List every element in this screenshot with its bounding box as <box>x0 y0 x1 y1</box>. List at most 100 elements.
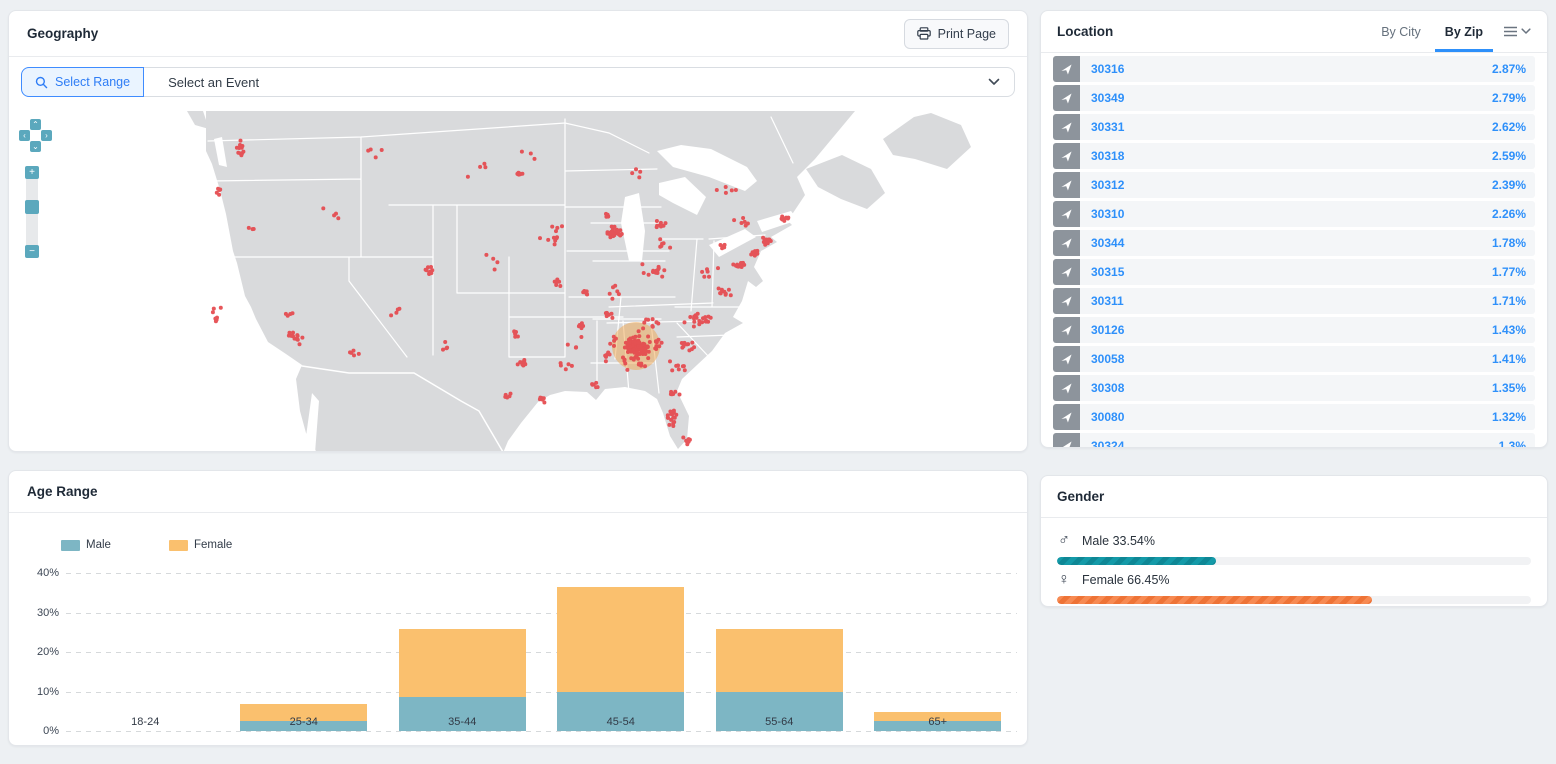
zip-link[interactable]: 30308 <box>1091 381 1125 395</box>
bar-segment-female <box>874 711 1002 722</box>
location-row[interactable]: 30331 2.62% <box>1053 114 1535 140</box>
navigation-arrow-icon <box>1053 346 1080 372</box>
navigation-arrow-icon <box>1053 114 1080 140</box>
tab-by-city[interactable]: By City <box>1381 24 1421 39</box>
y-tick-label: 0% <box>43 725 59 737</box>
zip-percentage: 1.32% <box>1491 410 1526 424</box>
legend-item-female: Female <box>168 539 232 551</box>
zip-link[interactable]: 30349 <box>1091 91 1125 105</box>
gender-title: Gender <box>1057 489 1105 504</box>
gridline <box>66 612 1017 614</box>
location-row[interactable]: 30324 1.3% <box>1053 433 1535 448</box>
zip-link[interactable]: 30315 <box>1091 265 1125 279</box>
age-chart-plot: 40% 30% 20% 10% 0% 18-24 25-34 35-44 45-54 55-64… <box>37 567 1017 737</box>
navigation-arrow-icon <box>1053 288 1080 314</box>
map-controls: ⌃ ‹ › ⌄ + − <box>17 119 61 258</box>
location-row[interactable]: 30316 2.87% <box>1053 56 1535 82</box>
zip-link[interactable]: 30310 <box>1091 207 1125 221</box>
geography-panel: Geography Print Page <box>8 10 1028 452</box>
zip-percentage: 1.3% <box>1498 439 1526 448</box>
zip-percentage: 2.62% <box>1491 120 1526 134</box>
y-tick-label: 30% <box>36 606 59 619</box>
zip-link[interactable]: 30311 <box>1091 294 1124 308</box>
zip-link[interactable]: 30126 <box>1091 323 1125 337</box>
geography-header: Geography Print Page <box>9 11 1027 57</box>
zip-link[interactable]: 30344 <box>1091 236 1125 250</box>
search-icon <box>35 76 48 89</box>
bar-segment-female <box>398 628 526 697</box>
bar-category-label: 65+ <box>928 716 948 728</box>
location-row[interactable]: 30349 2.79% <box>1053 85 1535 111</box>
male-icon: ♂ <box>1058 532 1070 549</box>
bar-category-label: 18-24 <box>131 716 160 728</box>
location-row[interactable]: 30344 1.78% <box>1053 230 1535 256</box>
legend-item-male: Male <box>61 539 111 551</box>
zip-link[interactable]: 30316 <box>1091 62 1125 76</box>
event-select[interactable]: Select an Event <box>144 67 1015 97</box>
location-row[interactable]: 30058 1.41% <box>1053 346 1535 372</box>
bar-category-label: 45-54 <box>606 716 635 728</box>
pan-up-button[interactable]: ⌃ <box>30 119 41 130</box>
age-range-panel: Age Range Male Female 40% 30% 20% 10% 0% 18-2… <box>8 470 1028 746</box>
zoom-in-button[interactable]: + <box>25 166 39 179</box>
zip-percentage: 2.59% <box>1491 149 1526 163</box>
navigation-arrow-icon <box>1053 259 1080 285</box>
location-menu-button[interactable] <box>1503 26 1531 37</box>
map-dots <box>210 138 791 447</box>
location-row[interactable]: 30315 1.77% <box>1053 259 1535 285</box>
gender-row-male: ♂ Male 33.54% <box>1057 532 1531 565</box>
zip-link[interactable]: 30318 <box>1091 149 1125 163</box>
chevron-down-icon <box>988 78 1000 86</box>
location-row[interactable]: 30126 1.43% <box>1053 317 1535 343</box>
geography-title: Geography <box>27 26 99 41</box>
pan-down-button[interactable]: ⌄ <box>30 141 41 152</box>
zip-percentage: 2.26% <box>1491 207 1526 221</box>
zip-link[interactable]: 30312 <box>1091 178 1125 192</box>
gender-label: Male 33.54% <box>1082 534 1155 548</box>
age-range-title: Age Range <box>27 484 98 499</box>
pan-right-button[interactable]: › <box>41 130 52 141</box>
age-chart-bars: 18-24 25-34 35-44 45-54 55-64 65+ <box>66 573 1017 731</box>
select-range-button[interactable]: Select Range <box>21 67 145 97</box>
print-page-button[interactable]: Print Page <box>903 18 1009 49</box>
zip-percentage: 2.79% <box>1491 91 1526 105</box>
location-row[interactable]: 30312 2.39% <box>1053 172 1535 198</box>
location-header: Location By City By Zip <box>1041 11 1547 53</box>
map-zoom-control: + − <box>25 166 39 258</box>
bar-segment-female <box>240 704 368 722</box>
navigation-arrow-icon <box>1053 317 1080 343</box>
map-land <box>187 111 971 451</box>
gender-panel: Gender ♂ Male 33.54% ♀ Female 66.45% <box>1040 475 1548 607</box>
navigation-arrow-icon <box>1053 172 1080 198</box>
zip-link[interactable]: 30080 <box>1091 410 1125 424</box>
zoom-slider-handle[interactable] <box>25 200 39 214</box>
location-row[interactable]: 30080 1.32% <box>1053 404 1535 430</box>
gridline <box>66 691 1017 693</box>
pan-left-button[interactable]: ‹ <box>19 130 30 141</box>
tab-by-zip[interactable]: By Zip <box>1434 11 1493 52</box>
navigation-arrow-icon <box>1053 56 1080 82</box>
gender-row-female: ♀ Female 66.45% <box>1057 571 1531 604</box>
bar-group-35-44: 35-44 <box>383 573 542 731</box>
us-map[interactable]: ⌃ ‹ › ⌄ + − <box>9 111 1027 451</box>
gender-body: ♂ Male 33.54% ♀ Female 66.45% <box>1041 518 1547 604</box>
map-pan-pad: ⌃ ‹ › ⌄ <box>19 119 52 152</box>
age-range-header: Age Range <box>9 471 1027 513</box>
location-row[interactable]: 30308 1.35% <box>1053 375 1535 401</box>
location-row[interactable]: 30318 2.59% <box>1053 143 1535 169</box>
navigation-arrow-icon <box>1053 375 1080 401</box>
gender-bar-track <box>1057 596 1531 604</box>
zip-link[interactable]: 30331 <box>1091 120 1125 134</box>
location-row[interactable]: 30311 1.71% <box>1053 288 1535 314</box>
location-tabs: By City By Zip <box>1371 11 1493 52</box>
chevron-down-icon <box>1521 28 1531 35</box>
gridline <box>66 731 1017 732</box>
zoom-out-button[interactable]: − <box>25 245 39 258</box>
zip-link[interactable]: 30324 <box>1091 439 1125 448</box>
bar-segment-male <box>715 691 843 731</box>
bar-group-55-64: 55-64 <box>700 573 859 731</box>
location-row[interactable]: 30310 2.26% <box>1053 201 1535 227</box>
zip-link[interactable]: 30058 <box>1091 352 1125 366</box>
printer-icon <box>916 27 931 40</box>
zip-percentage: 1.77% <box>1491 265 1526 279</box>
